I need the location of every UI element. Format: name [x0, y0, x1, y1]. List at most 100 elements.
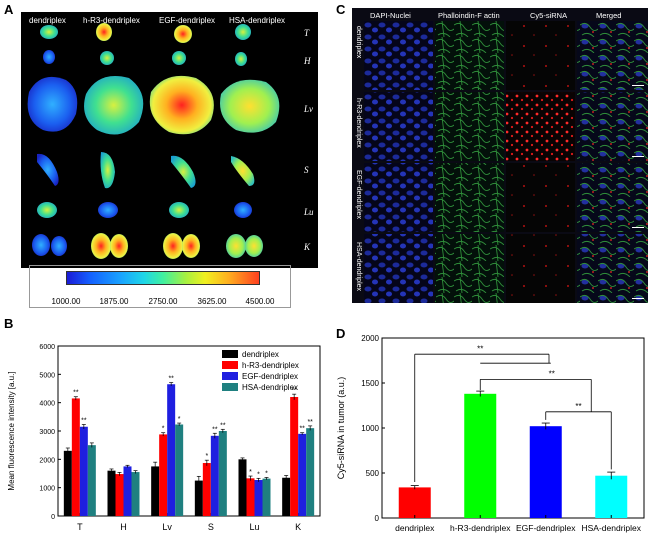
- tile-r2-merged: [577, 163, 648, 232]
- organ-t-2: [174, 25, 192, 43]
- tile-r2-cy5: [506, 163, 575, 232]
- chart-b-bar: [87, 445, 96, 516]
- chart-b-xtick-label: T: [77, 522, 83, 532]
- chart-b-bar: [71, 398, 80, 516]
- organ-k-0a: [32, 234, 50, 256]
- panel-label-d: D: [336, 326, 346, 341]
- organ-k-3a: [226, 234, 246, 258]
- tile-r1-actin: [435, 92, 504, 161]
- chart-b-xtick-label: Lu: [249, 522, 259, 532]
- organ-lu-0: [37, 202, 57, 218]
- panel-d-bar-chart: 0 500 1000 1500 2000 Cy5-siRNA in tumor (a.u.…: [336, 334, 645, 533]
- chart-b-ytick-label: 4000: [39, 401, 55, 408]
- scale-bar-0: [632, 85, 644, 86]
- organ-images: [27, 23, 280, 259]
- organ-k-1b: [110, 234, 128, 258]
- chart-b-bar: [131, 472, 140, 516]
- organ-lv-0: [27, 76, 78, 132]
- panel-a-biodistribution-image: dendriplex h-R3-dendriplex EGF-dendriple…: [21, 12, 318, 268]
- chart-d-sig-1: **: [477, 345, 483, 354]
- chart-d-bar: [398, 487, 431, 518]
- panel-a-row-0: T: [304, 28, 310, 38]
- chart-d-bar: [595, 475, 628, 518]
- colorbar-tick-1: 1875.00: [99, 297, 129, 306]
- tile-r3-actin: [435, 234, 504, 303]
- chart-b-bar: [151, 466, 160, 516]
- chart-d-xtick-label: dendriplex: [395, 523, 435, 533]
- chart-b-ytick-label: 0: [51, 514, 55, 521]
- chart-b-ylabel: Mean fluorescence intensity [a.u.]: [7, 371, 16, 490]
- organ-lu-2: [169, 202, 189, 218]
- chart-d-sig-2: **: [549, 370, 555, 379]
- organ-lu-1: [98, 202, 118, 218]
- chart-b-sig: **: [299, 426, 305, 433]
- panel-label-c: C: [336, 2, 346, 17]
- organ-t-3: [235, 24, 251, 40]
- colorbar-frame: [29, 265, 291, 308]
- chart-b-bar: [194, 480, 203, 516]
- chart-d-ytick-label: 1500: [361, 379, 379, 388]
- panel-a-row-4: Lu: [304, 207, 314, 217]
- organ-h-0: [43, 50, 55, 64]
- chart-b-bar: [167, 384, 176, 516]
- colorbar: [66, 271, 260, 285]
- chart-b-bar: [210, 435, 219, 516]
- chart-d-xtick-label: h-R3-dendriplex: [450, 523, 511, 533]
- organ-h-3: [235, 52, 247, 66]
- chart-d-ytick-label: 500: [366, 469, 380, 478]
- chart-b-ytick-label: 2000: [39, 457, 55, 464]
- organ-k-0b: [51, 236, 67, 256]
- panel-c-col-1: Phalloindin-F actin: [438, 11, 500, 20]
- chart-b-sig: *: [249, 469, 252, 476]
- panel-a-row-2: Lv: [304, 104, 313, 114]
- chart-b-bar: [63, 450, 72, 516]
- tile-r1-merged: [577, 92, 648, 161]
- chart-b-sig: *: [162, 426, 165, 433]
- chart-b-sig: **: [73, 390, 79, 397]
- chart-b-legend-label: dendriplex: [242, 350, 279, 359]
- tile-r0-merged: [577, 21, 648, 90]
- chart-b-sig: *: [178, 416, 181, 423]
- chart-b-bar: [107, 470, 116, 516]
- colorbar-tick-2: 2750.00: [148, 297, 178, 306]
- chart-b-sig: **: [168, 376, 174, 383]
- chart-b-xtick-label: S: [208, 522, 214, 532]
- chart-b-bar: [238, 459, 247, 516]
- panel-a-col-3: HSA-dendriplex: [229, 16, 286, 25]
- tile-r1-cy5: [506, 92, 575, 161]
- chart-b-bar: [202, 463, 211, 516]
- chart-d-ytick-label: 0: [375, 514, 380, 523]
- chart-b-bar: [175, 424, 184, 516]
- chart-b-sig: **: [291, 387, 297, 394]
- chart-b-ytick-label: 3000: [39, 429, 55, 436]
- chart-b-legend-label: EGF-dendriplex: [242, 372, 298, 381]
- organ-k-2a: [163, 233, 183, 259]
- colorbar-tick-3: 3625.00: [197, 297, 227, 306]
- panel-c-row-0: dendriplex: [355, 26, 362, 59]
- chart-b-legend-label: h-R3-dendriplex: [242, 361, 299, 370]
- organ-s-3: [231, 156, 255, 186]
- panel-b-bar-chart: 0 1000 2000 3000 4000 5000 6000 Mean fluorescen…: [7, 344, 321, 532]
- chart-b-xtick-label: Lv: [162, 522, 172, 532]
- chart-b-bar: [115, 474, 124, 516]
- chart-b-ytick-label: 1000: [39, 486, 55, 493]
- chart-b-legend-swatch: [222, 350, 238, 358]
- tile-r0-cy5: [506, 21, 575, 90]
- organ-s-1: [100, 152, 115, 189]
- colorbar-tick-4: 4500.00: [245, 297, 275, 306]
- panel-c-col-0: DAPI-Nuclei: [370, 11, 411, 20]
- panel-c-row-3: HSA-dendriplex: [355, 242, 362, 292]
- tile-r0-actin: [435, 21, 504, 90]
- chart-b-legend-swatch: [222, 383, 238, 391]
- chart-b-bar: [254, 480, 263, 516]
- chart-d-ytick-label: 2000: [361, 334, 379, 343]
- organ-s-0: [37, 153, 59, 186]
- chart-b-ytick-label: 5000: [39, 372, 55, 379]
- panel-a-row-5: K: [304, 242, 311, 252]
- panel-c-row-2: EGF-dendriplex: [355, 170, 362, 220]
- chart-d-xtick-label: HSA-dendriplex: [581, 523, 641, 533]
- chart-b-sig: *: [205, 453, 208, 460]
- scale-bar-2: [632, 227, 644, 228]
- tile-r3-merged: [577, 234, 648, 303]
- chart-d-bar: [529, 426, 562, 518]
